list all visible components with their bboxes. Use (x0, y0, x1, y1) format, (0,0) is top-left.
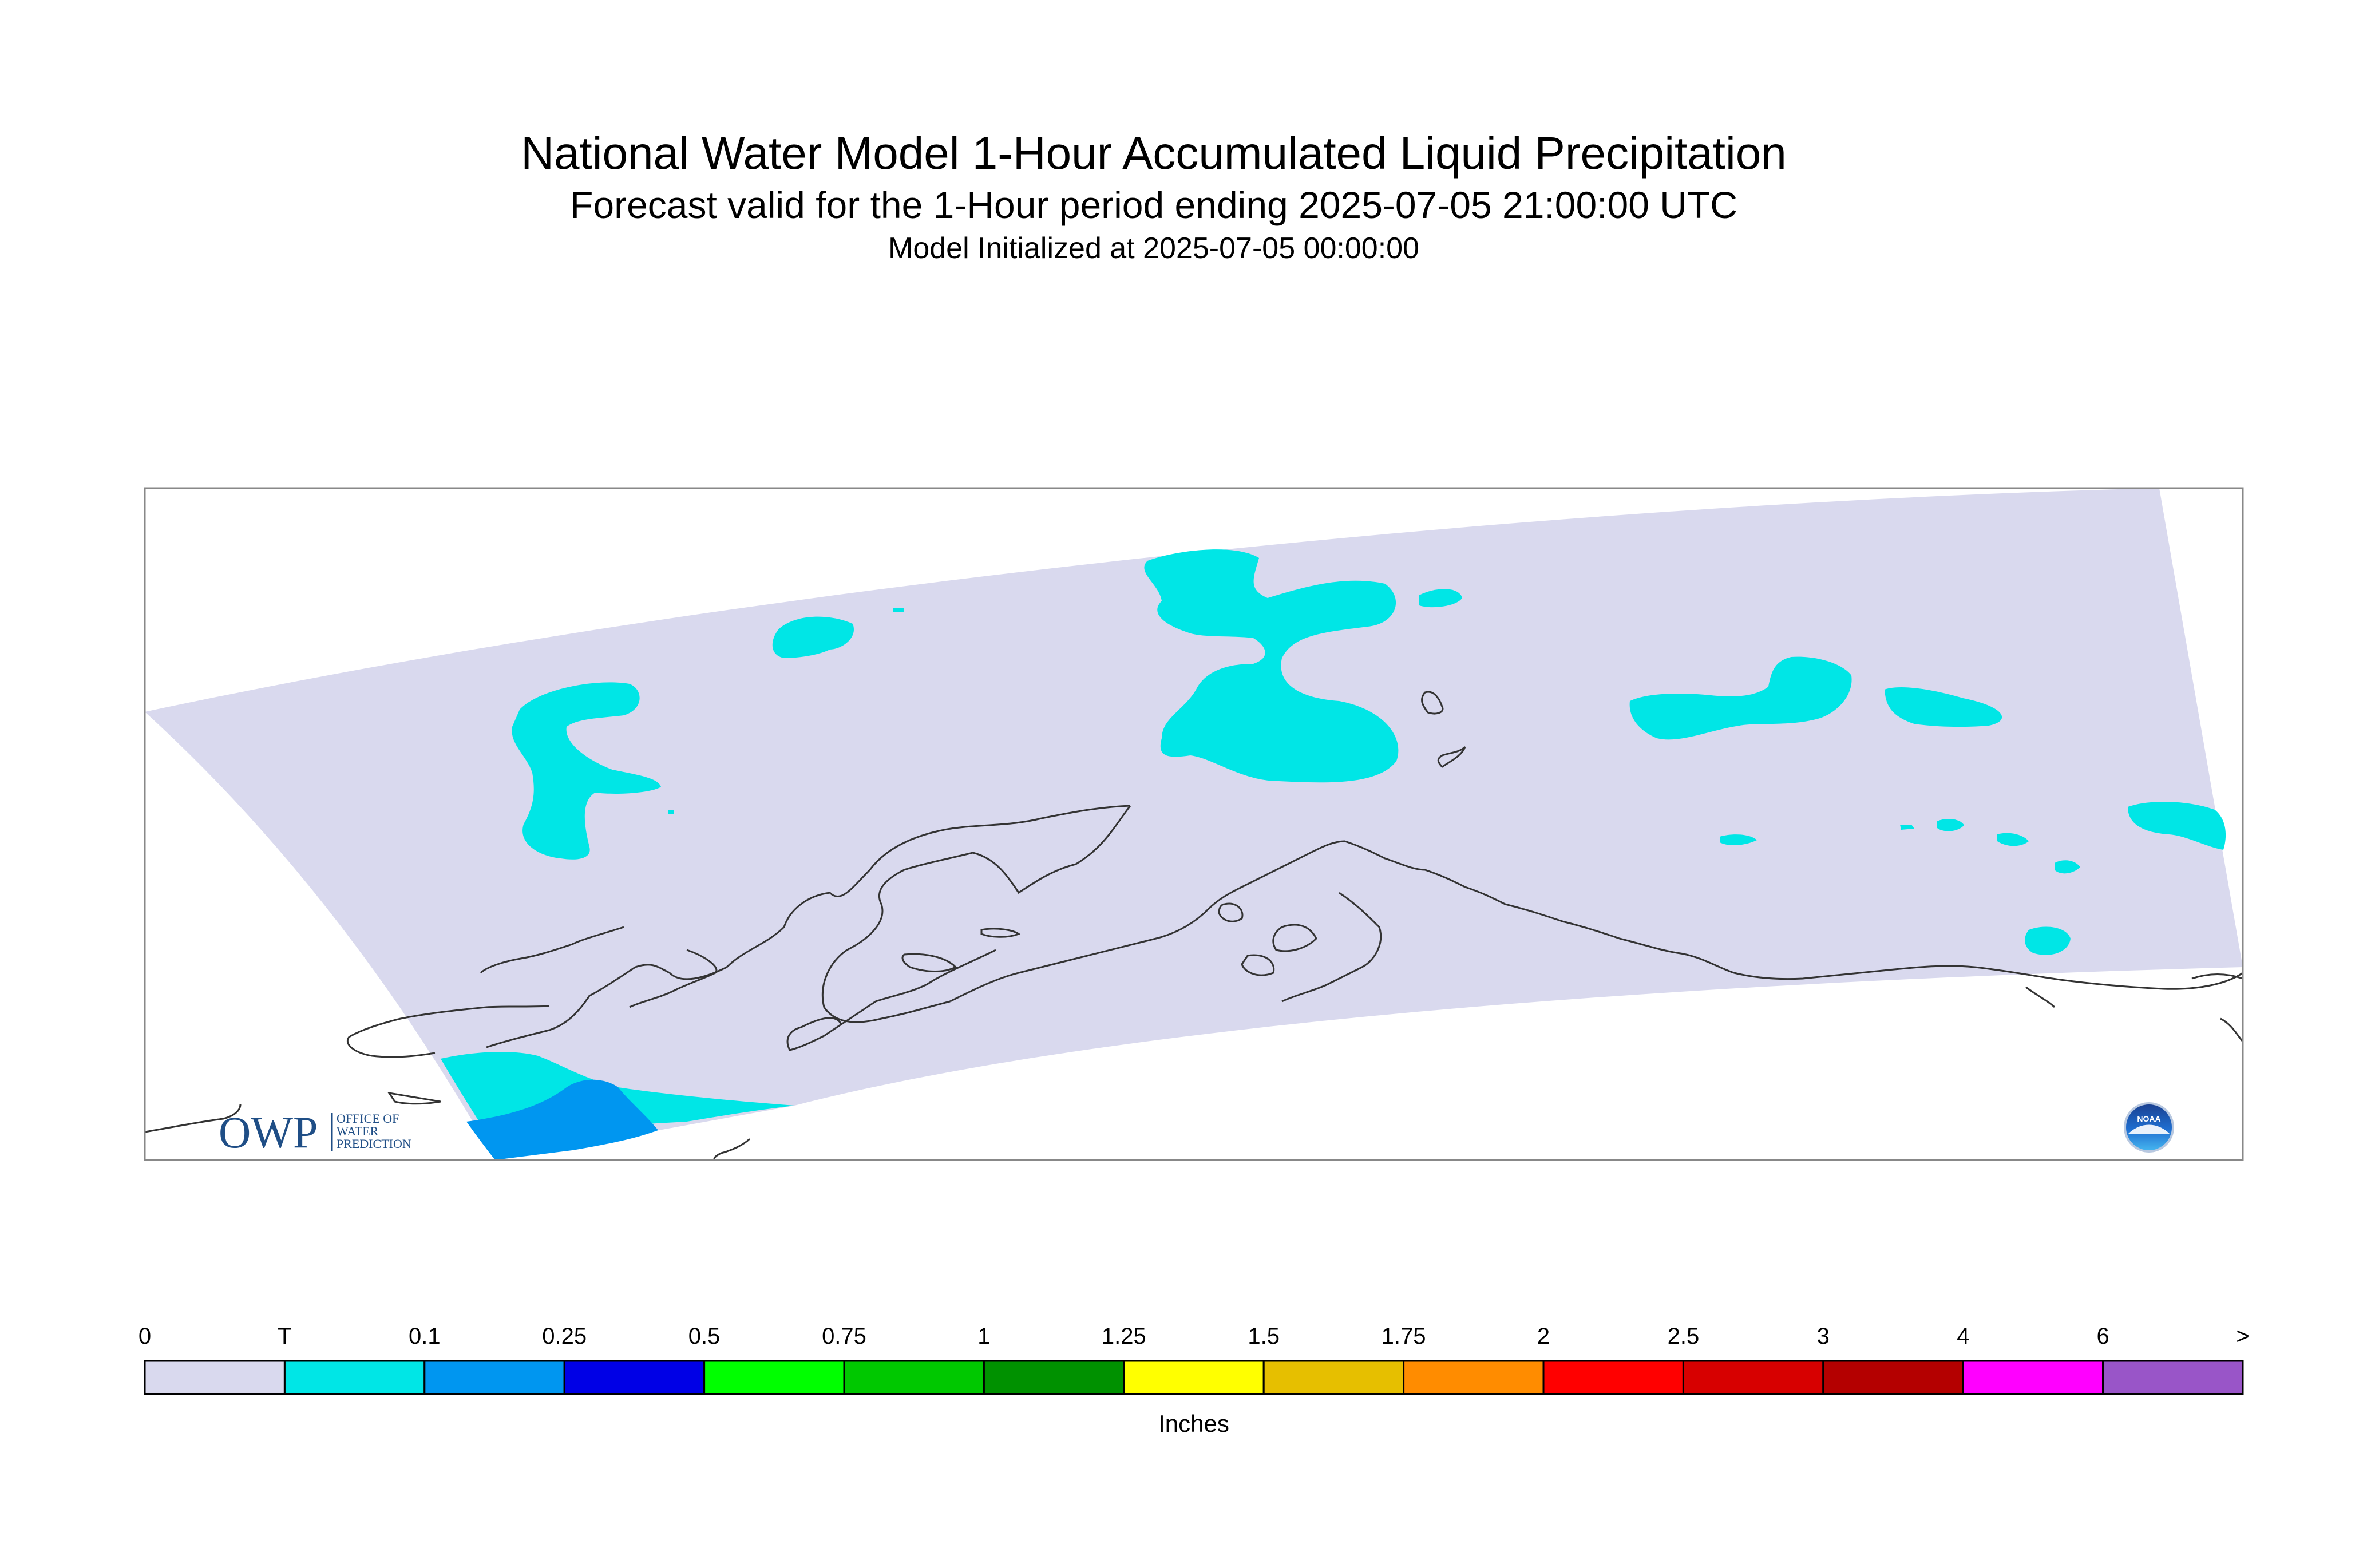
map-panel: OWP OFFICE OF WATER PREDICTION NOAA (144, 487, 2244, 1161)
legend-tick-label-15: > (2236, 1324, 2249, 1349)
legend-swatch-2 (423, 1360, 565, 1395)
owp-logo-line-1: OFFICE OF (337, 1111, 399, 1126)
legend-swatch-1 (283, 1360, 426, 1395)
owp-logo-line-3: PREDICTION (337, 1137, 411, 1151)
legend-swatch-13 (1962, 1360, 2104, 1395)
legend-swatch-9 (1403, 1360, 1545, 1395)
legend-swatch-4 (703, 1360, 845, 1395)
legend-swatch-7 (1123, 1360, 1265, 1395)
legend-tick-label-10: 2 (1537, 1324, 1550, 1349)
legend-tick-label-8: 1.5 (1248, 1324, 1280, 1349)
map-frame (144, 487, 2244, 1161)
model-init-label: Model Initialized at 2025-07-05 00:00:00 (888, 232, 1419, 265)
noaa-logo: NOAA (2124, 1102, 2174, 1153)
legend-swatches (144, 1360, 2244, 1395)
legend-swatch-0 (144, 1360, 286, 1395)
legend-swatch-12 (1822, 1360, 1964, 1395)
legend-tick-label-9: 1.75 (1382, 1324, 1426, 1349)
legend-units: Inches (1158, 1410, 1229, 1437)
map-title: National Water Model 1-Hour Accumulated … (521, 128, 1787, 179)
owp-logo-line-2: WATER (337, 1124, 379, 1138)
legend-tick-label-13: 4 (1957, 1324, 1969, 1349)
title-block: National Water Model 1-Hour Accumulated … (0, 126, 2307, 268)
legend-swatch-10 (1542, 1360, 1684, 1395)
legend-tick-label-1: T (278, 1324, 291, 1349)
light-rain-area (466, 1079, 658, 1160)
legend-tick-labels: 0 T 0.1 0.25 0.5 0.75 1 1.25 1.5 1.75 2 2.5 3 4 6 > (138, 1324, 2250, 1349)
map-subtitle: Forecast valid for the 1-Hour period end… (570, 184, 1737, 226)
legend-tick-label-0: 0 (138, 1324, 151, 1349)
legend-tick-label-3: 0.25 (542, 1324, 587, 1349)
noaa-logo-mark: NOAA (2137, 1114, 2160, 1123)
trace-precip-areas (441, 549, 2226, 1133)
legend-swatch-14 (2102, 1360, 2244, 1395)
legend-swatch-8 (1262, 1360, 1405, 1395)
owp-logo-mark: OWP (219, 1107, 318, 1157)
legend-tick-label-5: 0.75 (822, 1324, 866, 1349)
legend-swatch-6 (983, 1360, 1125, 1395)
legend-tick-label-2: 0.1 (409, 1324, 441, 1349)
legend-tick-label-14: 6 (2096, 1324, 2109, 1349)
legend-swatch-11 (1682, 1360, 1824, 1395)
color-legend: 0 T 0.1 0.25 0.5 0.75 1 1.25 1.5 1.75 2 2.5 3 4 6 > Inc… (138, 1324, 2250, 1437)
legend-tick-label-11: 2.5 (1668, 1324, 1700, 1349)
legend-tick-label-6: 1 (977, 1324, 990, 1349)
legend-swatch-5 (843, 1360, 985, 1395)
coastlines (145, 691, 2243, 1160)
owp-logo: OWP OFFICE OF WATER PREDICTION (219, 1107, 411, 1157)
legend-tick-label-12: 3 (1817, 1324, 1830, 1349)
legend-tick-label-4: 0.5 (688, 1324, 721, 1349)
legend-tick-label-7: 1.25 (1102, 1324, 1146, 1349)
legend-swatch-3 (563, 1360, 706, 1395)
